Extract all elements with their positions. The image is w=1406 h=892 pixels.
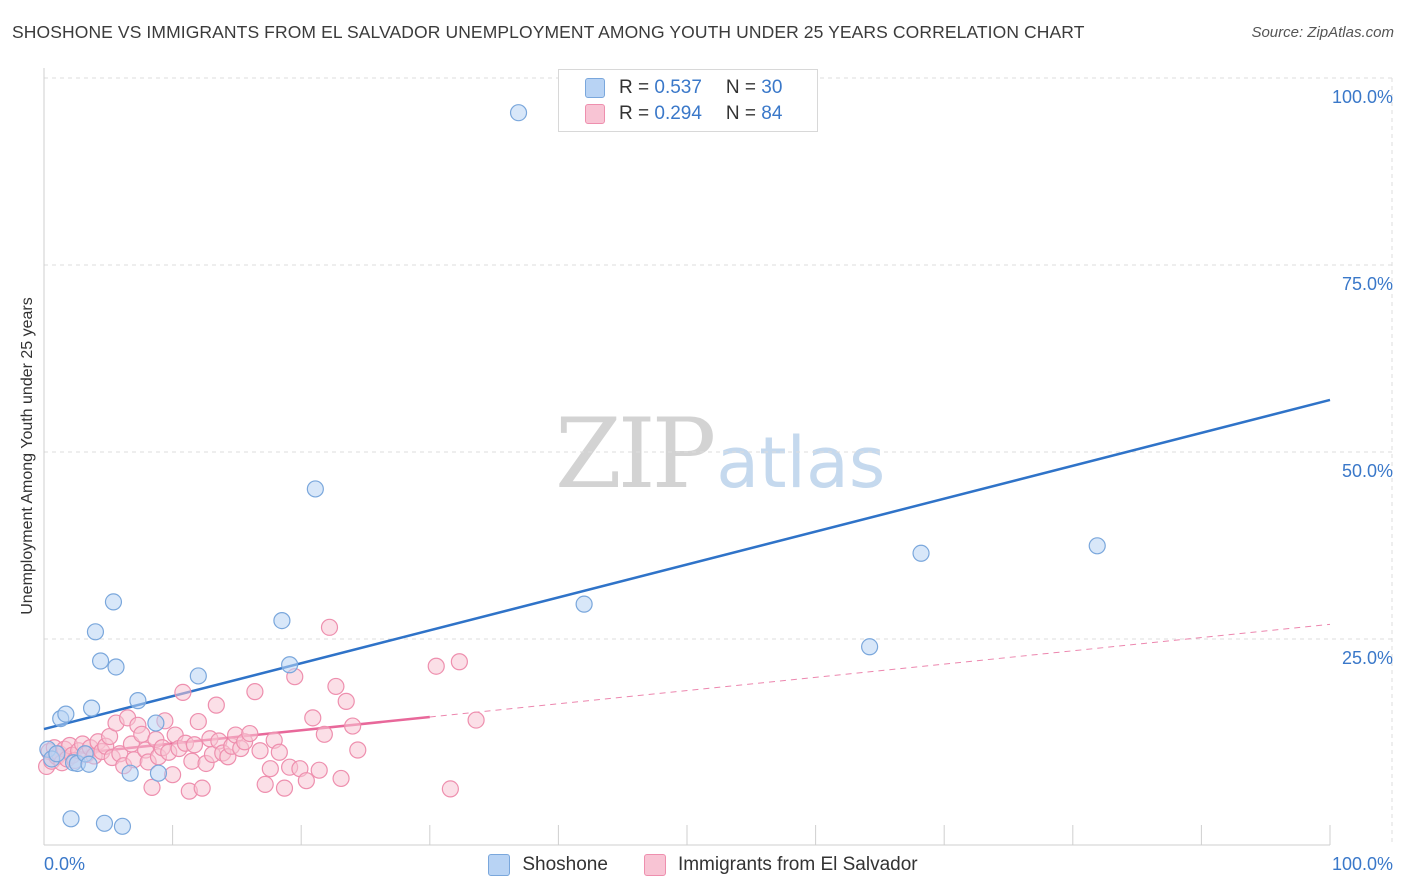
point-salvador bbox=[183, 752, 201, 770]
legend-row-shoshone: R = 0.537 N = 30 bbox=[585, 76, 782, 100]
point-salvador bbox=[450, 653, 468, 671]
trend-lines bbox=[43, 398, 1331, 758]
point-salvador bbox=[315, 725, 333, 743]
point-salvador bbox=[207, 696, 225, 714]
point-shoshone bbox=[121, 764, 139, 782]
point-salvador bbox=[275, 779, 294, 797]
point-shoshone bbox=[57, 705, 75, 723]
legend-swatch-salvador bbox=[585, 104, 605, 124]
y-tick-label: 75.0% bbox=[1342, 274, 1393, 294]
legend-n-label: N = bbox=[725, 77, 762, 98]
point-salvador bbox=[241, 724, 259, 743]
point-shoshone bbox=[575, 595, 593, 613]
legend-r-label: R = bbox=[619, 103, 655, 124]
point-salvador bbox=[332, 769, 350, 788]
legend-r-value-salvador: 0.294 bbox=[654, 103, 702, 124]
y-tick-label: 25.0% bbox=[1342, 648, 1393, 668]
point-salvador bbox=[327, 677, 345, 696]
point-shoshone bbox=[80, 755, 98, 773]
point-shoshone bbox=[86, 623, 105, 641]
legend-r-label: R = bbox=[619, 77, 655, 98]
point-salvador bbox=[185, 736, 204, 754]
series-legend-shoshone: Shoshone bbox=[488, 854, 608, 876]
trend-line-0 bbox=[43, 398, 1331, 731]
trend-line-dashed-1 bbox=[429, 623, 1331, 718]
point-shoshone bbox=[273, 611, 291, 630]
point-salvador bbox=[337, 692, 355, 710]
point-shoshone bbox=[113, 817, 132, 835]
point-salvador bbox=[304, 709, 322, 727]
legend-n-label: N = bbox=[725, 103, 762, 124]
point-salvador bbox=[310, 761, 328, 779]
point-salvador bbox=[143, 778, 161, 797]
point-shoshone bbox=[189, 667, 207, 685]
y-axis-label: Unemployment Among Youth under 25 years bbox=[19, 297, 36, 615]
point-salvador bbox=[174, 683, 192, 702]
point-shoshone bbox=[306, 480, 324, 498]
point-salvador bbox=[261, 760, 279, 778]
point-shoshone bbox=[62, 810, 80, 828]
point-shoshone bbox=[95, 814, 114, 832]
point-salvador bbox=[441, 780, 459, 798]
legend-n-value-shoshone: 30 bbox=[761, 77, 783, 98]
y-tick-label: 50.0% bbox=[1342, 461, 1393, 481]
tick-labels: 25.0% 50.0% 75.0% 100.0% 0.0% 100.0% bbox=[44, 87, 1393, 874]
watermark-atlas: atlas bbox=[716, 422, 886, 504]
point-salvador bbox=[467, 711, 485, 729]
point-salvador bbox=[344, 717, 362, 735]
y-tick-label: 100.0% bbox=[1332, 87, 1393, 107]
point-salvador bbox=[427, 657, 445, 675]
series-swatch-salvador bbox=[643, 854, 666, 876]
point-salvador bbox=[251, 742, 269, 760]
point-salvador bbox=[164, 766, 182, 784]
source-credit: Source: ZipAtlas.com bbox=[1251, 24, 1394, 41]
legend-row-salvador: R = 0.294 N = 84 bbox=[585, 102, 782, 126]
point-shoshone bbox=[104, 593, 123, 611]
point-salvador bbox=[246, 683, 264, 701]
point-salvador bbox=[270, 743, 288, 761]
axes bbox=[43, 68, 1331, 846]
point-shoshone bbox=[147, 714, 165, 732]
point-shoshone bbox=[149, 764, 168, 782]
series-name-shoshone: Shoshone bbox=[522, 854, 608, 875]
data-points bbox=[37, 104, 1106, 835]
correlation-legend: R = 0.537 N = 30 R = 0.294 N = 84 bbox=[558, 69, 818, 132]
x-tick-label: 100.0% bbox=[1332, 854, 1393, 874]
point-shoshone bbox=[48, 745, 66, 763]
legend-r-value-shoshone: 0.537 bbox=[654, 77, 702, 98]
point-shoshone bbox=[107, 658, 125, 676]
point-shoshone bbox=[129, 692, 147, 710]
point-shoshone bbox=[281, 656, 299, 674]
series-swatch-shoshone bbox=[488, 854, 511, 876]
point-shoshone bbox=[861, 638, 879, 656]
point-shoshone bbox=[912, 544, 930, 562]
point-shoshone bbox=[91, 652, 110, 670]
point-salvador bbox=[297, 772, 315, 790]
point-salvador bbox=[320, 618, 339, 636]
series-legend-salvador: Immigrants from El Salvador bbox=[643, 854, 918, 876]
point-salvador bbox=[256, 775, 274, 794]
watermark-zip: ZIP bbox=[555, 398, 716, 510]
legend-text-shoshone: R = 0.537 N = 30 bbox=[619, 77, 782, 99]
point-salvador bbox=[349, 741, 367, 759]
point-shoshone bbox=[82, 699, 101, 717]
series-legend: Shoshone Immigrants from El Salvador bbox=[0, 852, 1406, 878]
point-salvador bbox=[193, 779, 211, 797]
point-shoshone bbox=[509, 104, 528, 122]
series-name-salvador: Immigrants from El Salvador bbox=[677, 854, 918, 875]
legend-n-value-salvador: 84 bbox=[761, 103, 783, 124]
chart-title: SHOSHONE VS IMMIGRANTS FROM EL SALVADOR … bbox=[12, 22, 1085, 42]
point-shoshone bbox=[1088, 537, 1106, 555]
watermark: ZIPatlas bbox=[555, 398, 885, 510]
point-salvador bbox=[189, 712, 207, 731]
x-tick-label: 0.0% bbox=[44, 854, 85, 874]
legend-swatch-shoshone bbox=[585, 78, 605, 98]
legend-text-salvador: R = 0.294 N = 84 bbox=[619, 103, 782, 125]
